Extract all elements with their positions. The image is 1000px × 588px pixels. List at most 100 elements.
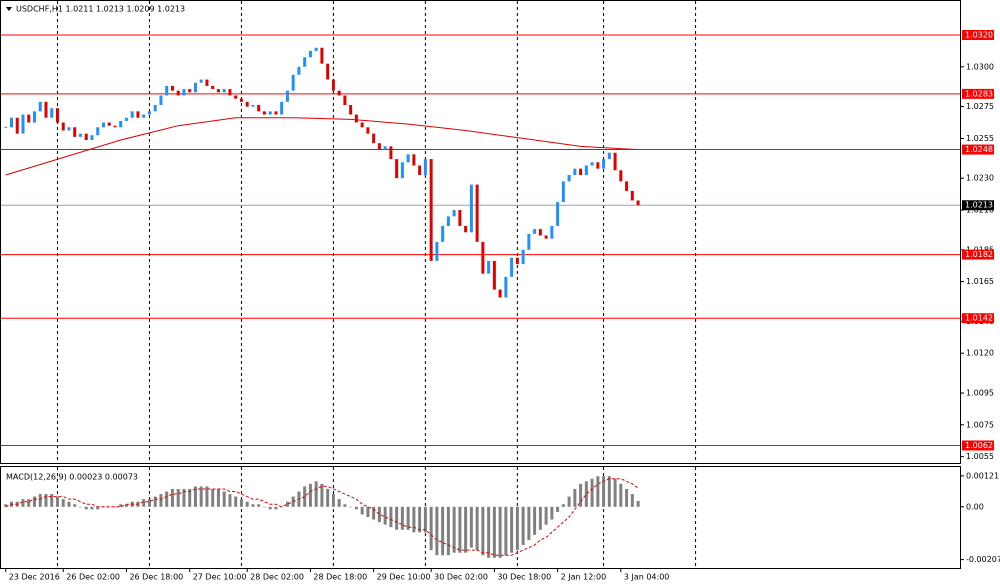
candle bbox=[458, 210, 462, 226]
macd-bar bbox=[423, 506, 427, 533]
candle bbox=[262, 111, 266, 115]
candle bbox=[464, 225, 468, 233]
x-tick-label: 30 Dec 02:00 bbox=[434, 573, 488, 582]
macd-bar bbox=[44, 494, 48, 507]
macd-bar bbox=[38, 494, 42, 507]
macd-bar bbox=[360, 506, 364, 515]
candle bbox=[337, 90, 341, 96]
candle bbox=[561, 181, 565, 203]
candle bbox=[193, 82, 197, 93]
macd-bar bbox=[619, 483, 623, 507]
candle bbox=[573, 168, 577, 176]
candle bbox=[452, 210, 456, 217]
candle bbox=[50, 108, 54, 118]
macd-bar bbox=[377, 506, 381, 523]
macd-bar bbox=[234, 496, 238, 507]
y-tick-label: 1.0095 bbox=[966, 388, 994, 397]
candle bbox=[630, 190, 634, 201]
y-tick-label: 1.0075 bbox=[966, 420, 994, 429]
candle bbox=[625, 181, 629, 191]
macd-bar bbox=[435, 506, 439, 556]
level-label: 1.0062 bbox=[965, 441, 993, 450]
macd-bar bbox=[55, 496, 59, 507]
candle bbox=[521, 249, 525, 265]
macd-title: MACD(12,26,9) 0.00023 0.00073 bbox=[6, 473, 138, 482]
macd-bar bbox=[383, 506, 387, 525]
x-tick-label: 26 Dec 02:00 bbox=[66, 573, 120, 582]
candle bbox=[412, 154, 416, 166]
macd-bar bbox=[510, 506, 514, 553]
macd-panel bbox=[0, 466, 961, 569]
macd-bar bbox=[441, 506, 445, 556]
candle bbox=[400, 162, 404, 179]
chart-title: USDCHF,H1 1.0211 1.0213 1.0209 1.0213 bbox=[16, 5, 185, 14]
y-tick-label: 1.0230 bbox=[966, 174, 994, 183]
macd-bar bbox=[607, 476, 611, 507]
candle bbox=[584, 165, 588, 176]
candle bbox=[44, 101, 48, 118]
x-tick-label: 27 Dec 10:00 bbox=[193, 573, 247, 582]
macd-bar bbox=[331, 494, 335, 507]
macd-bar bbox=[579, 483, 583, 507]
candle bbox=[153, 105, 157, 112]
candle bbox=[504, 276, 508, 298]
candle bbox=[636, 200, 640, 206]
candle bbox=[119, 120, 123, 128]
candle bbox=[205, 79, 209, 86]
macd-bar bbox=[561, 504, 565, 507]
macd-bar bbox=[314, 481, 318, 507]
candle bbox=[245, 101, 249, 107]
candle bbox=[515, 257, 519, 265]
macd-bar bbox=[96, 506, 100, 510]
candle bbox=[176, 90, 180, 96]
level-label: 1.0142 bbox=[965, 314, 993, 323]
candle bbox=[107, 122, 111, 126]
macd-bar bbox=[73, 504, 77, 507]
candle bbox=[349, 105, 353, 115]
macd-bar bbox=[205, 486, 209, 507]
macd-bar bbox=[153, 496, 157, 507]
candle bbox=[320, 47, 324, 64]
macd-bar bbox=[61, 499, 65, 507]
macd-bar bbox=[602, 476, 606, 507]
macd-bar bbox=[176, 488, 180, 507]
macd-bar bbox=[584, 481, 588, 507]
level-label-box bbox=[962, 313, 994, 324]
macd-bar bbox=[4, 504, 8, 507]
candle bbox=[613, 152, 617, 171]
candle bbox=[38, 101, 42, 112]
macd-bar bbox=[630, 494, 634, 507]
candle bbox=[90, 135, 94, 141]
candle bbox=[550, 225, 554, 239]
candle bbox=[297, 66, 301, 75]
candle bbox=[67, 127, 71, 131]
candle bbox=[423, 159, 427, 176]
macd-bar bbox=[188, 488, 192, 507]
candle bbox=[510, 257, 514, 277]
candle bbox=[101, 122, 105, 128]
macd-bar bbox=[515, 506, 519, 551]
y-tick-label: 1.0255 bbox=[966, 134, 994, 143]
candle bbox=[21, 114, 25, 134]
macd-y-tick-label: -0.00207 bbox=[966, 555, 1000, 564]
macd-bar bbox=[538, 506, 542, 530]
macd-bar bbox=[452, 506, 456, 553]
level-label: 1.0248 bbox=[965, 145, 993, 154]
candle bbox=[130, 111, 134, 118]
candle bbox=[291, 74, 295, 91]
level-label: 1.0320 bbox=[965, 31, 993, 40]
candle bbox=[446, 216, 450, 226]
candle bbox=[418, 165, 422, 176]
macd-bar bbox=[573, 488, 577, 507]
candle bbox=[619, 170, 623, 182]
candle bbox=[360, 122, 364, 128]
macd-bar bbox=[372, 506, 376, 520]
macd-bar bbox=[216, 488, 220, 507]
candle bbox=[147, 111, 151, 115]
x-tick-label: 28 Dec 18:00 bbox=[313, 573, 367, 582]
macd-bar bbox=[228, 494, 232, 507]
macd-bar bbox=[504, 506, 508, 556]
candle bbox=[441, 225, 445, 242]
macd-bar bbox=[556, 506, 560, 512]
level-label-box bbox=[962, 30, 994, 41]
